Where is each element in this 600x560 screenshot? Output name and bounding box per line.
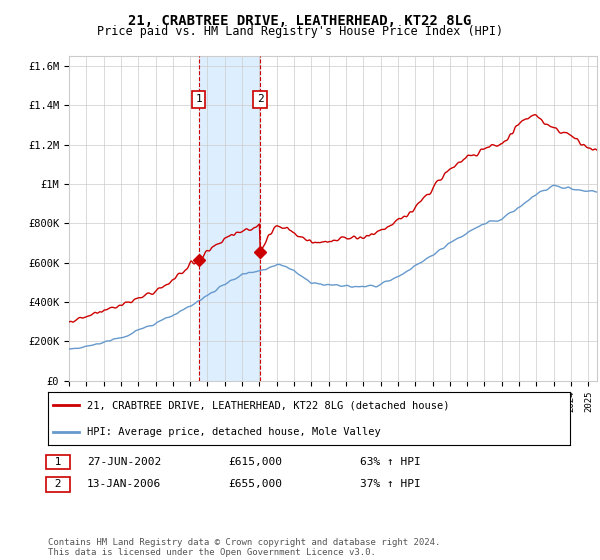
Text: 27-JUN-2002: 27-JUN-2002 [87,457,161,467]
Text: 63% ↑ HPI: 63% ↑ HPI [360,457,421,467]
Text: 13-JAN-2006: 13-JAN-2006 [87,479,161,489]
Text: 21, CRABTREE DRIVE, LEATHERHEAD, KT22 8LG: 21, CRABTREE DRIVE, LEATHERHEAD, KT22 8L… [128,14,472,28]
Text: 2: 2 [48,479,68,489]
Text: HPI: Average price, detached house, Mole Valley: HPI: Average price, detached house, Mole… [87,427,381,437]
Text: Contains HM Land Registry data © Crown copyright and database right 2024.
This d: Contains HM Land Registry data © Crown c… [48,538,440,557]
Text: £655,000: £655,000 [228,479,282,489]
Text: 1: 1 [195,94,202,104]
Text: 37% ↑ HPI: 37% ↑ HPI [360,479,421,489]
Text: 21, CRABTREE DRIVE, LEATHERHEAD, KT22 8LG (detached house): 21, CRABTREE DRIVE, LEATHERHEAD, KT22 8L… [87,400,449,410]
Text: 2: 2 [257,94,263,104]
Text: Price paid vs. HM Land Registry's House Price Index (HPI): Price paid vs. HM Land Registry's House … [97,25,503,38]
Text: £615,000: £615,000 [228,457,282,467]
Bar [199,56,260,381]
Text: 1: 1 [48,457,68,467]
